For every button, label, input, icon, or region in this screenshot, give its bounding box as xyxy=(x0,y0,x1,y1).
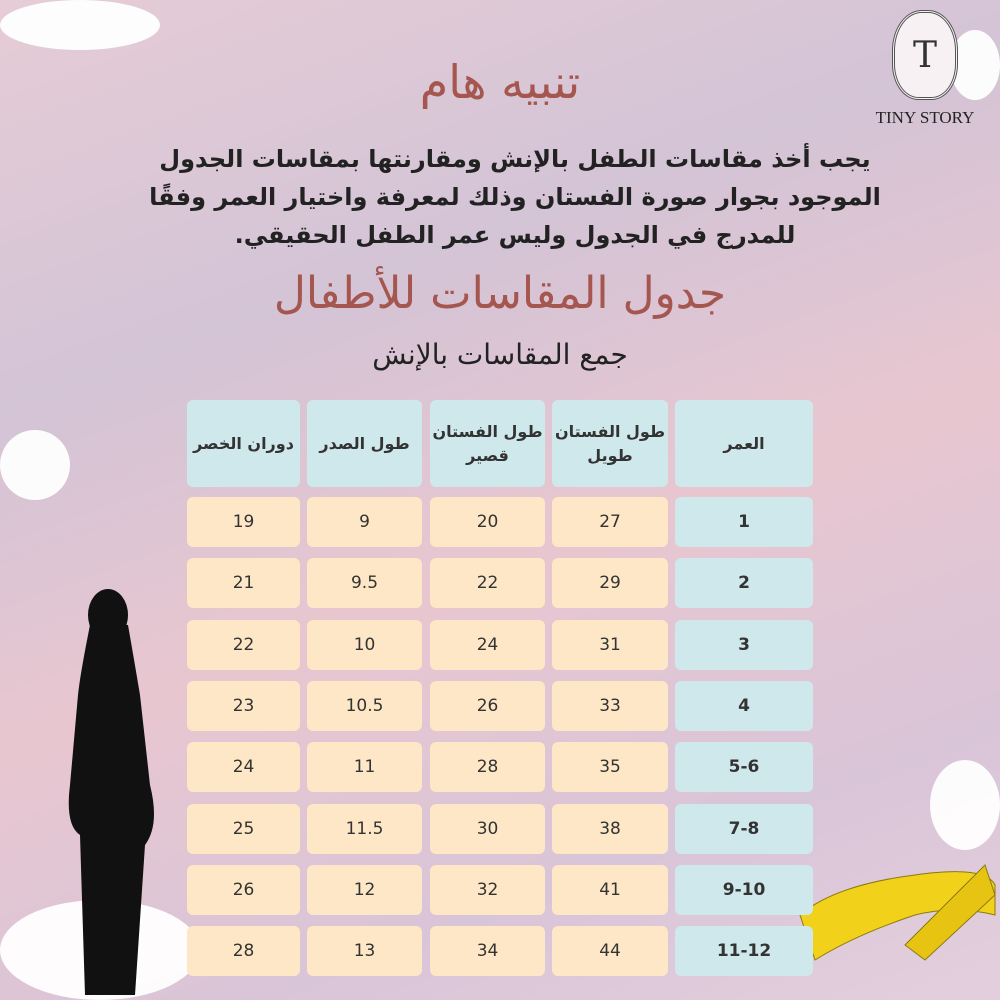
cell-age: 9-10 xyxy=(675,864,813,915)
cell-age: 2 xyxy=(675,558,813,609)
cell-age: 1 xyxy=(675,497,813,547)
cell-chest-length: 10 xyxy=(307,619,422,670)
table-subtitle: جمع المقاسات بالإنش xyxy=(372,338,628,371)
cell-chest-length: 11.5 xyxy=(307,803,422,854)
cell-waist-circumference: 23 xyxy=(187,680,300,731)
cell-long-dress-length: 35 xyxy=(552,742,668,793)
cloud-decoration xyxy=(0,0,160,50)
cell-long-dress-length: 33 xyxy=(552,680,668,731)
cell-long-dress-length: 29 xyxy=(552,558,668,609)
table-title: جدول المقاسات للأطفال xyxy=(273,268,727,319)
woman-silhouette-image xyxy=(68,589,154,995)
cell-age: 11-12 xyxy=(675,926,813,977)
notice-line: للمدرج في الجدول وليس عمر الطفل الحقيقي. xyxy=(234,221,796,249)
notice-line: الموجود بجوار صورة الفستان وذلك لمعرفة و… xyxy=(149,183,881,211)
cell-age: 4 xyxy=(675,680,813,731)
cell-short-dress-length: 34 xyxy=(430,926,545,977)
cell-chest-length: 11 xyxy=(307,742,422,793)
header-short-dress-length: طول الفستان قصير xyxy=(430,400,545,487)
cell-age: 7-8 xyxy=(675,803,813,854)
cloud-decoration xyxy=(930,760,1000,850)
cloud-decoration xyxy=(950,30,1000,100)
measuring-tape-image xyxy=(799,864,996,961)
logo-text: TINY STORY xyxy=(875,108,975,127)
cell-short-dress-length: 22 xyxy=(430,558,545,609)
cell-waist-circumference: 19 xyxy=(187,497,300,547)
cell-chest-length: 9 xyxy=(307,497,422,547)
cell-chest-length: 13 xyxy=(307,926,422,977)
cell-waist-circumference: 24 xyxy=(187,742,300,793)
notice-heading: تنبيه هام xyxy=(419,55,581,109)
cell-short-dress-length: 28 xyxy=(430,742,545,793)
cell-short-dress-length: 32 xyxy=(430,864,545,915)
cell-short-dress-length: 26 xyxy=(430,680,545,731)
header-age: العمر xyxy=(675,400,813,487)
cell-chest-length: 9.5 xyxy=(307,558,422,609)
cell-age: 3 xyxy=(675,619,813,670)
cell-short-dress-length: 30 xyxy=(430,803,545,854)
cell-short-dress-length: 20 xyxy=(430,497,545,547)
cell-waist-circumference: 25 xyxy=(187,803,300,854)
logo-emblem: T xyxy=(892,10,958,100)
brand-logo: T TINY STORY xyxy=(860,10,990,128)
header-chest-length: طول الصدر xyxy=(307,400,422,487)
cell-age: 5-6 xyxy=(675,742,813,793)
header-long-dress-length: طول الفستان طويل xyxy=(552,400,668,487)
cell-long-dress-length: 31 xyxy=(552,619,668,670)
cell-chest-length: 10.5 xyxy=(307,680,422,731)
cloud-decoration xyxy=(0,430,70,500)
header-waist-circumference: دوران الخصر xyxy=(187,400,300,487)
cell-long-dress-length: 44 xyxy=(552,926,668,977)
cell-waist-circumference: 22 xyxy=(187,619,300,670)
notice-line: يجب أخذ مقاسات الطفل بالإنش ومقارنتها بم… xyxy=(159,145,871,173)
cell-waist-circumference: 28 xyxy=(187,926,300,977)
cell-long-dress-length: 41 xyxy=(552,864,668,915)
cell-long-dress-length: 38 xyxy=(552,803,668,854)
cell-waist-circumference: 26 xyxy=(187,864,300,915)
cell-waist-circumference: 21 xyxy=(187,558,300,609)
cell-long-dress-length: 27 xyxy=(552,497,668,547)
cell-short-dress-length: 24 xyxy=(430,619,545,670)
notice-paragraph: يجب أخذ مقاسات الطفل بالإنش ومقارنتها بم… xyxy=(120,140,910,254)
cell-chest-length: 12 xyxy=(307,864,422,915)
